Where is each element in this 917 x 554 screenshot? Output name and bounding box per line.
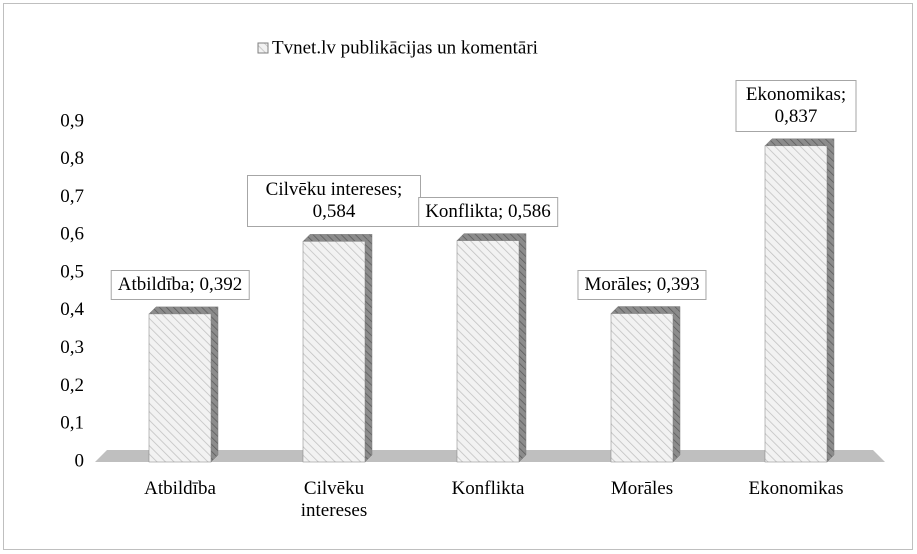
x-tick-label: Cilvēku intereses xyxy=(300,478,368,521)
bar xyxy=(302,241,366,463)
data-label: Atbildība; 0,392 xyxy=(110,269,250,300)
data-label: Morāles; 0,393 xyxy=(577,269,707,300)
y-tick-label: 0,9 xyxy=(60,110,84,131)
bar-top xyxy=(456,233,527,241)
data-label: Cilvēku intereses; 0,584 xyxy=(247,175,421,228)
y-tick-label: 0,6 xyxy=(60,224,84,245)
y-tick-label: 0,4 xyxy=(60,299,84,320)
y-tick-label: 0,7 xyxy=(60,186,84,207)
legend-label: Tvnet.lv publikācijas un komentāri xyxy=(272,37,538,58)
y-tick-label: 0,3 xyxy=(60,337,84,358)
bar-side xyxy=(672,305,681,463)
bar xyxy=(456,240,520,463)
bar-top xyxy=(148,306,219,315)
bar-side xyxy=(364,233,373,463)
y-tick-label: 0,8 xyxy=(60,148,84,169)
x-tick-label: Morāles xyxy=(610,478,674,499)
bar-top xyxy=(302,234,373,242)
x-tick-label: Ekonomikas xyxy=(748,478,844,499)
y-tick-label: 0 xyxy=(75,450,85,471)
y-tick-label: 0,2 xyxy=(60,375,84,396)
legend-swatch xyxy=(257,42,269,54)
data-label: Konflikta; 0,586 xyxy=(418,196,558,227)
bar xyxy=(610,313,674,463)
y-tick-label: 0,1 xyxy=(60,413,84,434)
bar-side xyxy=(518,233,527,463)
bar-side xyxy=(826,138,835,463)
x-tick-label: Atbildība xyxy=(144,478,216,499)
bar xyxy=(148,313,212,463)
bar-top xyxy=(764,138,835,147)
x-tick-label: Konflikta xyxy=(451,478,525,499)
bar-side xyxy=(210,306,219,463)
bar xyxy=(764,145,828,463)
y-tick-label: 0,5 xyxy=(60,261,84,282)
chart-border xyxy=(3,3,913,550)
data-label: Ekonomikas; 0,837 xyxy=(735,79,857,132)
bar-top xyxy=(610,306,681,314)
